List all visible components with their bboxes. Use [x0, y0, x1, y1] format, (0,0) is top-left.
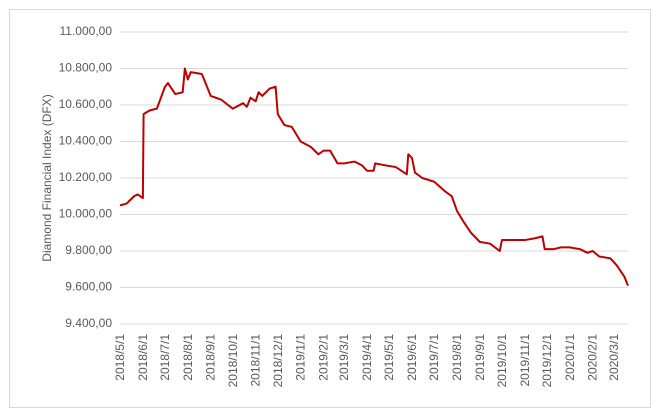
- x-tick-label: 2018/12/1: [271, 334, 285, 388]
- x-tick-label: 2019/1/1: [294, 334, 308, 381]
- x-tick-label: 2019/7/1: [427, 334, 441, 381]
- y-tick-label: 11.000,00: [60, 24, 113, 38]
- x-tick-label: 2018/6/1: [136, 334, 150, 381]
- x-tick-label: 2018/8/1: [181, 334, 195, 381]
- y-tick-label: 10.600,00: [59, 97, 113, 111]
- x-tick-label: 2020/3/1: [607, 334, 621, 381]
- data-line: [119, 67, 629, 287]
- x-tick-label: 2019/2/1: [316, 334, 330, 381]
- x-tick-label: 2019/4/1: [360, 334, 374, 381]
- x-tick-label: 2020/1/1: [563, 334, 577, 381]
- x-tick-label: 2018/11/1: [249, 334, 263, 387]
- x-tick-label: 2018/9/1: [204, 334, 218, 381]
- y-tick-label: 10.400,00: [59, 134, 113, 148]
- x-tick-label: 2020/2/1: [586, 334, 600, 381]
- x-tick-label: 2019/5/1: [382, 334, 396, 381]
- y-tick-label: 10.000,00: [59, 207, 113, 221]
- x-tick-label: 2018/10/1: [226, 334, 240, 388]
- x-tick-label: 2019/6/1: [405, 334, 419, 381]
- chart-frame: [9, 9, 651, 408]
- x-tick-label: 2018/5/1: [113, 334, 127, 381]
- x-tick-label: 2018/7/1: [158, 334, 172, 381]
- y-tick-label: 9.800,00: [65, 243, 112, 257]
- y-tick-label: 10.200,00: [59, 170, 113, 184]
- x-tick-label: 2019/12/1: [540, 334, 554, 388]
- y-axis-title: Diamond Financial Index (DFX): [40, 94, 54, 261]
- y-tick-label: 9.600,00: [65, 280, 112, 294]
- x-tick-label: 2019/11/1: [518, 334, 532, 387]
- x-tick-label: 2019/3/1: [337, 334, 351, 381]
- y-tick-label: 10.800,00: [59, 61, 113, 75]
- y-tick-label: 9.400,00: [65, 316, 112, 330]
- x-tick-label: 2019/8/1: [450, 334, 464, 381]
- x-tick-label: 2019/10/1: [495, 334, 509, 388]
- x-tick-label: 2019/9/1: [473, 334, 487, 381]
